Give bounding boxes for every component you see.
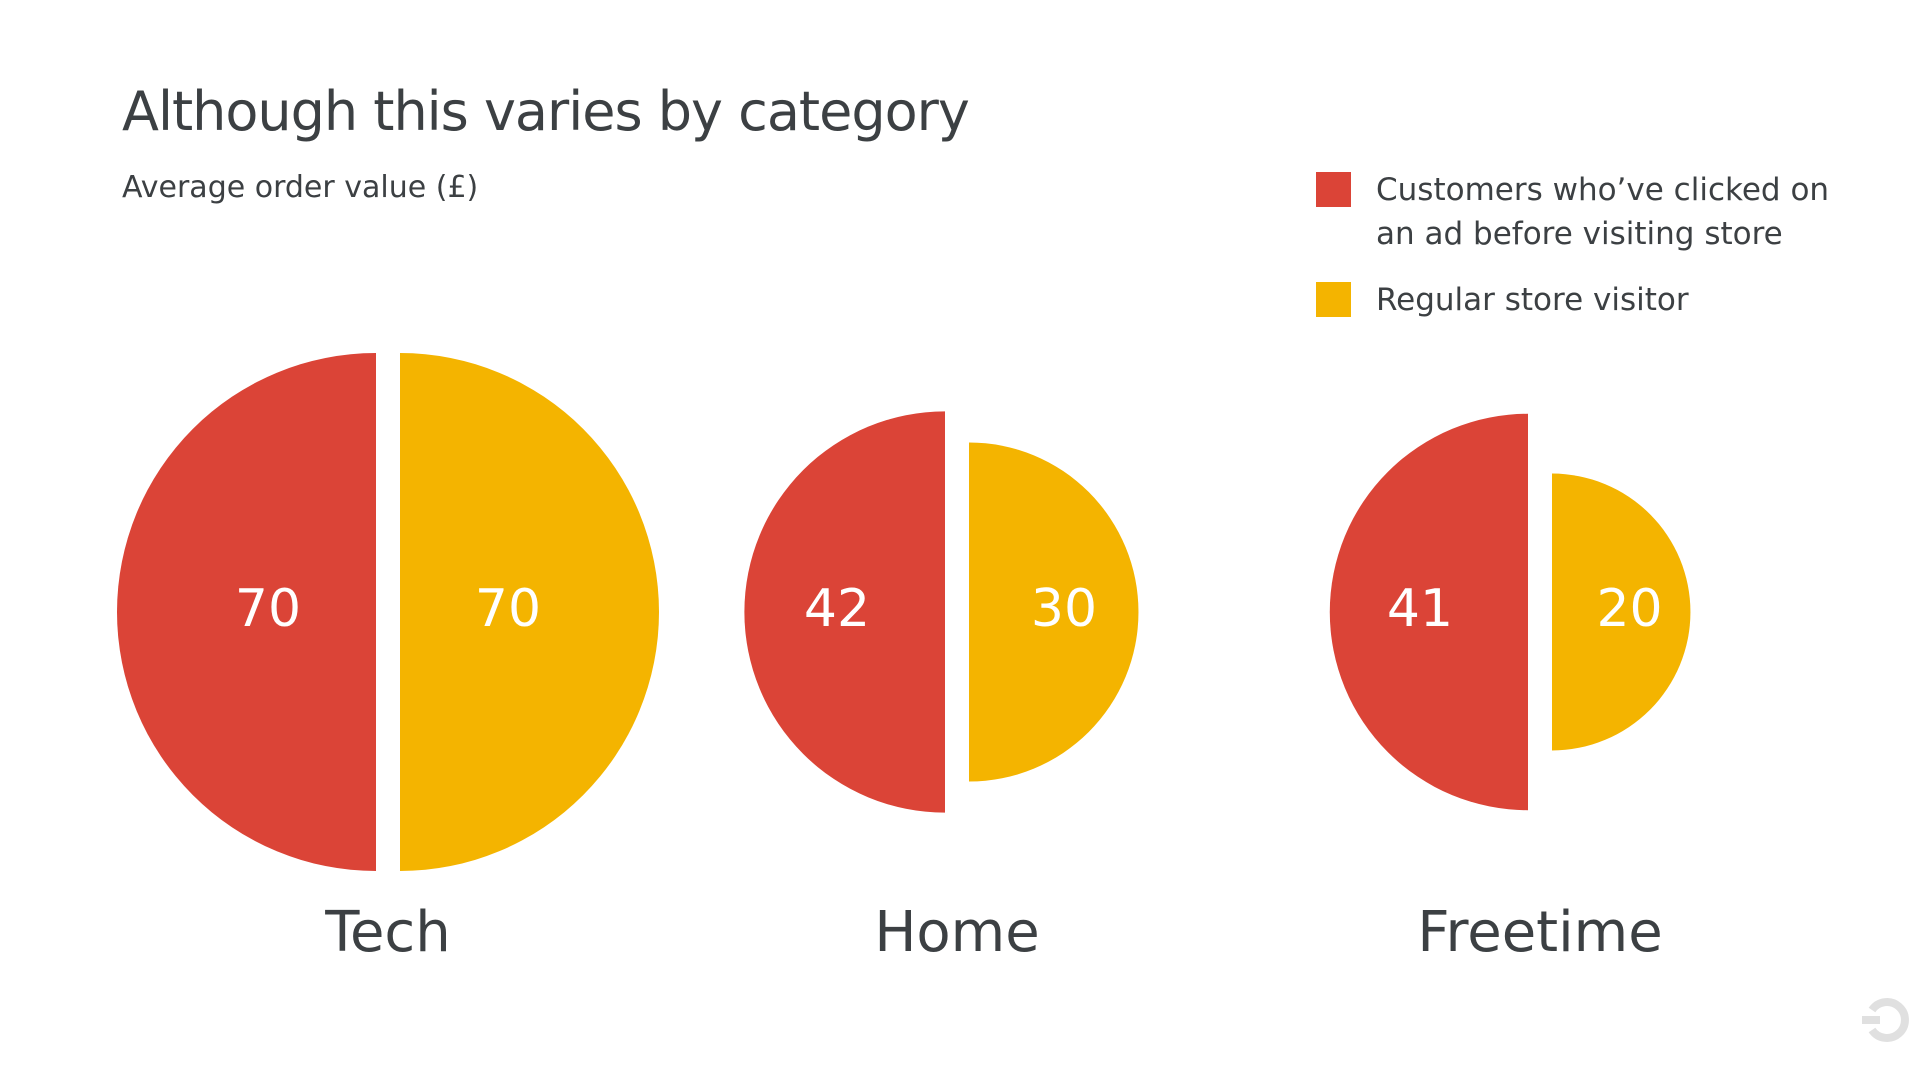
legend-item: Regular store visitor [1316,278,1876,322]
value-label: 20 [1596,579,1662,639]
legend-item: Customers who’ve clicked on an ad before… [1316,168,1876,256]
legend-swatch [1316,172,1351,207]
value-label: 42 [804,579,870,639]
category-label: Home [874,900,1039,965]
category-label: Freetime [1417,900,1662,965]
chart-title: Although this varies by category [122,80,970,143]
legend-label: Customers who’ve clicked on an ad before… [1376,172,1830,252]
half-circle [969,442,1139,782]
legend-swatch [1316,282,1351,317]
half-circle [400,353,659,871]
value-label: 41 [1387,579,1453,639]
logo [1862,998,1909,1042]
value-label: 30 [1031,579,1097,639]
half-circle [1552,473,1691,751]
legend-label: Regular store visitor [1376,282,1689,318]
value-label: 70 [475,579,541,639]
category-label: Tech [324,900,450,965]
half-circle [117,353,376,871]
legend: Customers who’ve clicked on an ad before… [1316,168,1876,344]
half-circle [1329,413,1528,811]
chart-subtitle: Average order value (£) [122,170,479,205]
value-label: 70 [235,579,301,639]
half-circle [744,411,945,813]
